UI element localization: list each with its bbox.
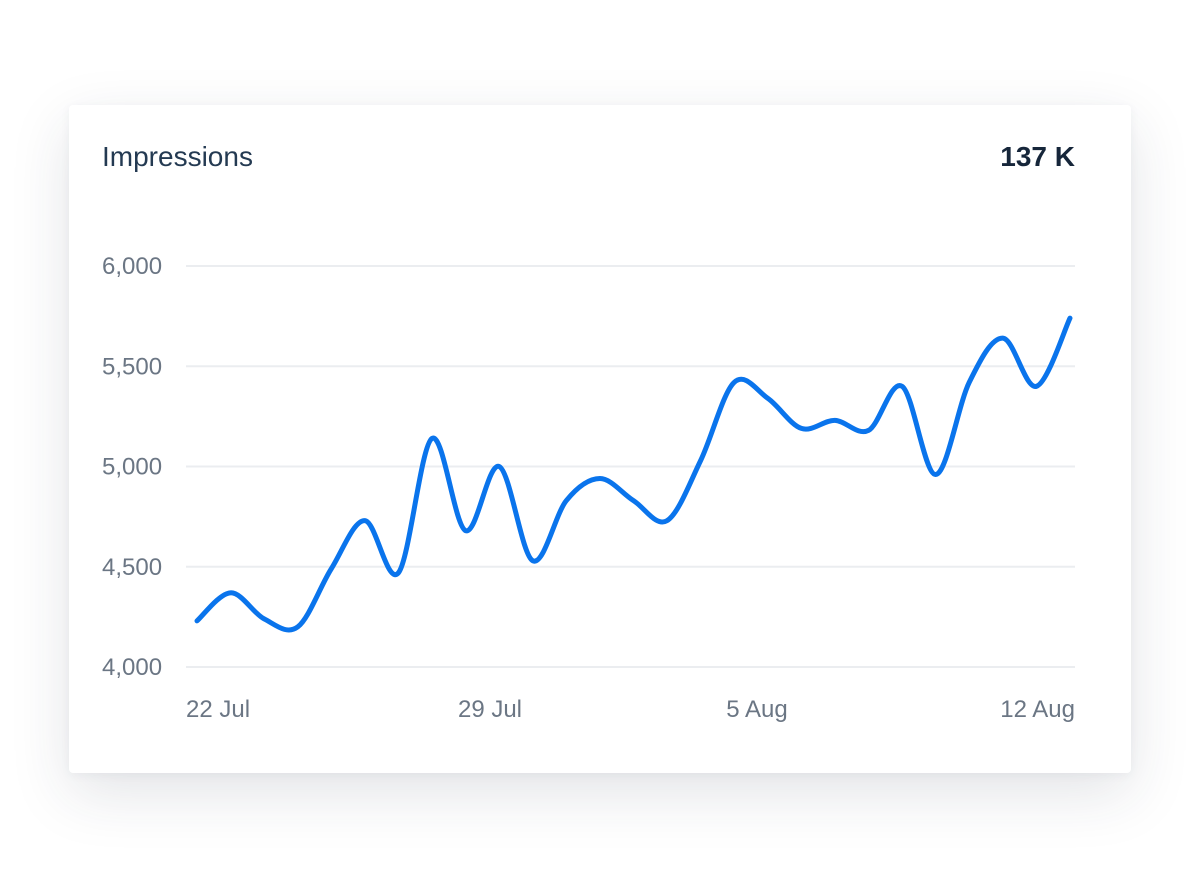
x-tick-label: 22 Jul (186, 696, 250, 723)
y-tick-label: 5,500 (102, 353, 162, 380)
card-title: Impressions (102, 141, 253, 172)
impressions-series-line (194, 315, 1073, 633)
x-tick-label: 12 Aug (1000, 696, 1075, 723)
x-tick-label: 29 Jul (458, 696, 522, 723)
y-tick-label: 4,000 (102, 654, 162, 681)
y-tick-label: 5,000 (102, 454, 162, 481)
y-tick-label: 6,000 (102, 253, 162, 280)
y-tick-label: 4,500 (102, 554, 162, 581)
x-tick-label: 5 Aug (726, 696, 787, 723)
total-impressions: 137 K (1000, 141, 1075, 172)
